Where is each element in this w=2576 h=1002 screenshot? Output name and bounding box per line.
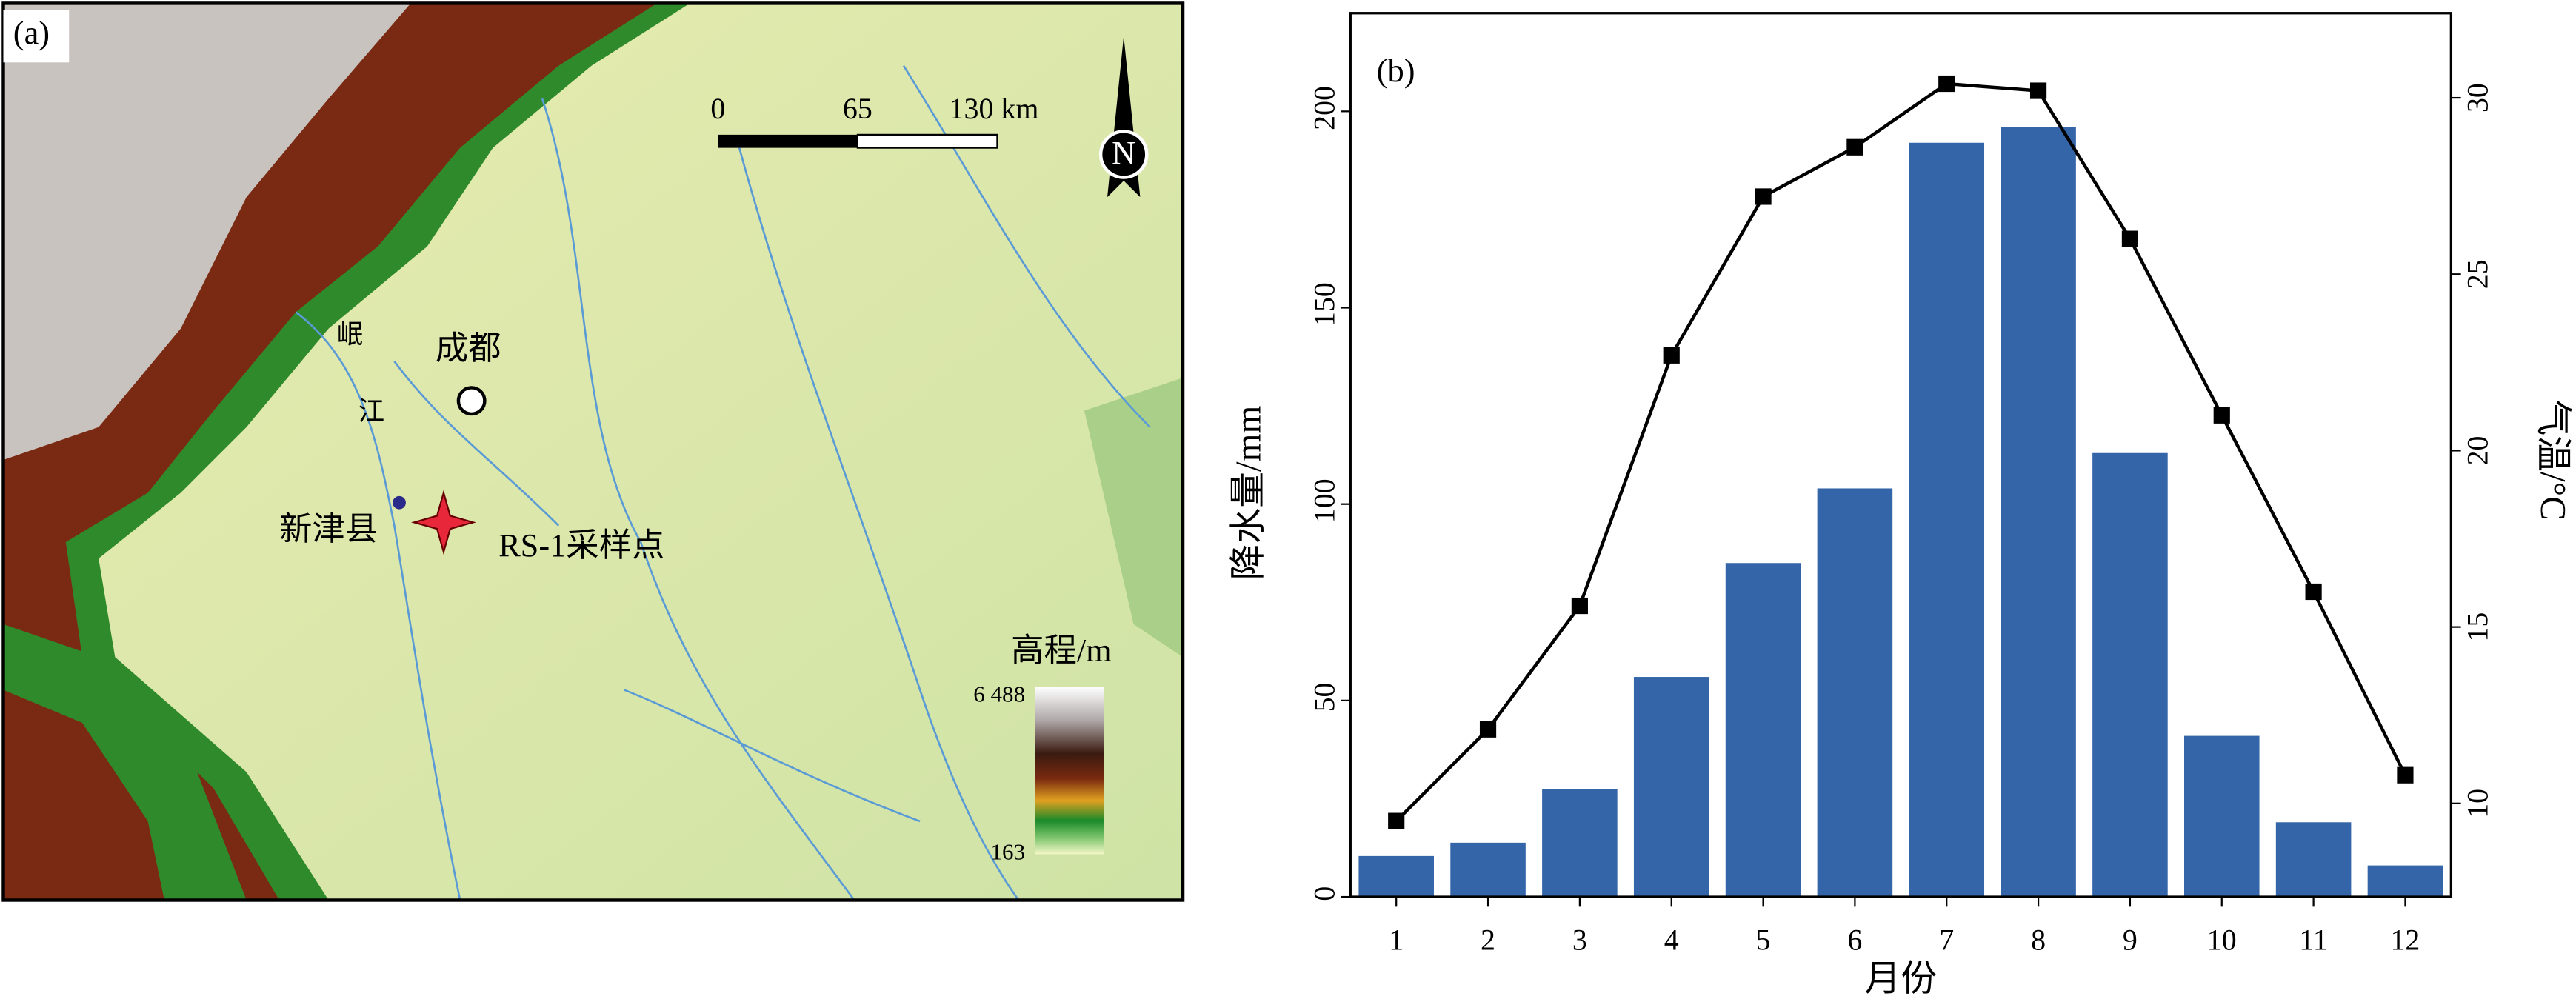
marker (1388, 812, 1405, 829)
panel-label: (a) (13, 14, 50, 51)
site-label: RS-1采样点 (498, 527, 664, 564)
city-marker (456, 386, 487, 416)
x-tick-label: 6 (1847, 923, 1862, 956)
y2-tick-label: 10 (2460, 789, 2494, 818)
x-tick-label: 1 (1389, 923, 1404, 956)
bar (2275, 822, 2352, 898)
north-label: N (1112, 134, 1135, 171)
x-tick-label: 4 (1664, 923, 1679, 956)
bar (2367, 865, 2443, 898)
marker (1938, 75, 1955, 93)
x-tick-label: 11 (2299, 923, 2327, 956)
county-label: 新津县 (279, 510, 378, 547)
x-tick-label: 3 (1572, 923, 1587, 956)
marker (1846, 138, 1863, 156)
bar (1909, 142, 1985, 898)
x-tick-label: 10 (2207, 923, 2237, 956)
bar (1817, 488, 1893, 898)
plot-frame (1349, 12, 2453, 898)
y-tick-label: 200 (1307, 86, 1341, 130)
x-tick-label: 2 (1481, 923, 1495, 956)
legend-tick-label: 6 488 (973, 681, 1025, 707)
bar (2092, 452, 2168, 898)
snow (3, 3, 411, 461)
site-marker (410, 490, 476, 555)
legend-title: 高程/m (1011, 632, 1112, 669)
marker (1755, 188, 1772, 205)
county-marker (393, 495, 406, 510)
marker (1479, 721, 1497, 738)
legend-tick-label: 163 (991, 839, 1026, 865)
scale-bar (718, 134, 858, 148)
scale-label: 65 (843, 92, 872, 125)
y-tick-label: 50 (1307, 682, 1341, 712)
north-circle (1098, 130, 1149, 179)
map-frame (1, 1, 1185, 902)
y2-tick-label: 30 (2460, 83, 2494, 113)
scale-label: 130 km (950, 92, 1039, 125)
marker (2213, 407, 2230, 424)
rivers (295, 65, 1151, 901)
y-tick-label: 100 (1307, 478, 1341, 523)
x-tick-label: 12 (2390, 923, 2420, 956)
marker (1663, 347, 1680, 364)
hills-east (1084, 378, 1184, 658)
x-tick-label: 7 (1939, 923, 1954, 956)
river-label: 岷 (337, 319, 363, 349)
bar (1358, 855, 1434, 898)
bar (2001, 127, 2076, 898)
x-tick-label: 5 (1756, 923, 1771, 956)
mountain-south2 (3, 689, 164, 901)
x-axis-label: 月份 (1865, 959, 1938, 999)
y2-tick-label: 15 (2460, 612, 2494, 642)
marker (2121, 230, 2139, 247)
y-tick-label: 0 (1307, 886, 1341, 901)
marker (2029, 82, 2047, 99)
bar (1542, 789, 1618, 898)
bar (1725, 563, 1801, 898)
marker (2305, 583, 2322, 601)
marker (2397, 766, 2414, 784)
river-label: 江 (358, 396, 384, 426)
bar (2183, 735, 2260, 898)
line (1395, 81, 2407, 823)
city-label: 成都 (436, 330, 501, 367)
y2-axis-label: 气温/°C (2533, 399, 2573, 520)
legend-colorbar (1035, 687, 1104, 855)
marker (1571, 597, 1588, 615)
y2-tick-label: 20 (2460, 435, 2494, 465)
scale-label: 0 (710, 92, 725, 125)
scale-bar (856, 133, 998, 149)
y-axis-label: 降水量/mm (1228, 405, 1268, 580)
bar (1633, 677, 1709, 898)
label-bg (3, 10, 70, 63)
y-tick-label: 150 (1307, 282, 1341, 327)
map (3, 3, 1184, 901)
x-tick-label: 8 (2031, 923, 2046, 956)
panel-label: (b) (1377, 52, 1415, 89)
x-tick-label: 9 (2123, 923, 2138, 956)
y2-tick-label: 25 (2460, 259, 2494, 289)
bar (1450, 842, 1526, 898)
